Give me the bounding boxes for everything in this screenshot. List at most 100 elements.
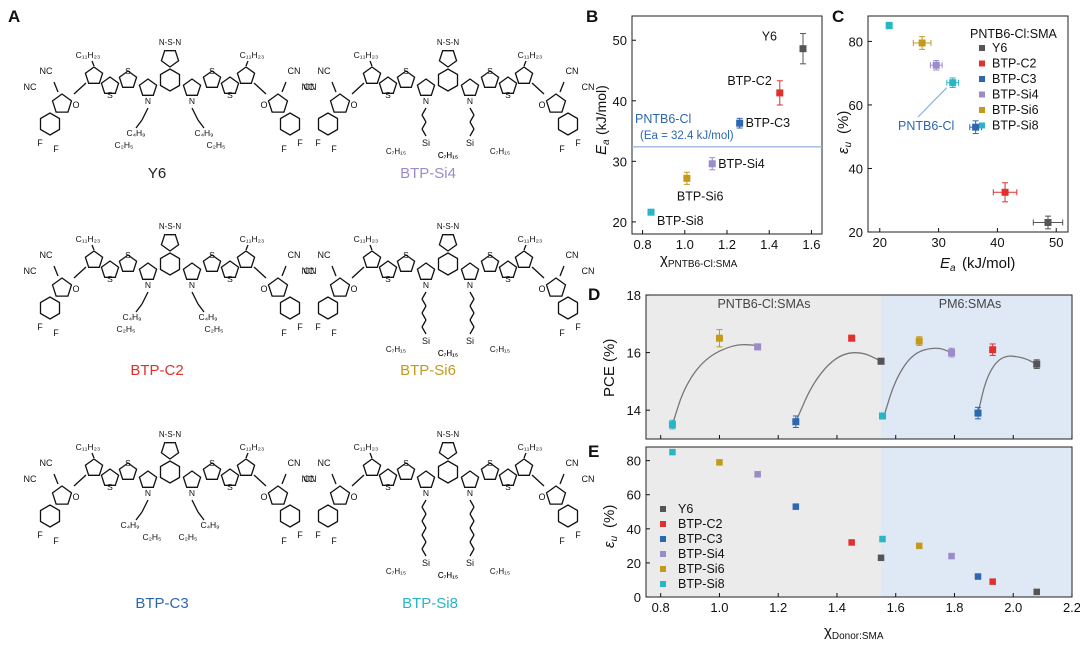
panel-letters: A B C D E [8,7,844,461]
bond-line [531,82,545,95]
bond-line [421,506,427,515]
atom-label: S [505,90,511,100]
y-axis-unit: (kJ/mol) [593,85,609,135]
atom-label: C₇H₁₅ [490,147,510,156]
ring-bond [460,78,480,96]
region-bg-pntb6 [646,447,882,597]
atom-label: Si [466,558,474,568]
atom-label: F [37,322,43,332]
ring-bond [557,112,579,136]
bond-line [91,60,95,67]
y-tick-label: 40 [613,94,627,109]
atom-label: F [575,530,581,540]
y-axis-label: εu [835,141,854,154]
bond-line [253,266,267,279]
data-point [660,581,666,587]
bond-line [523,244,527,251]
y-tick-label: 60 [849,98,863,113]
atom-label: S [227,482,233,492]
ring-bond [460,470,480,488]
ring-bond [159,68,181,92]
atom-label: F [331,144,337,154]
ring-bond [378,260,398,278]
atom-label: NC [40,458,53,468]
x-axis-label: Ea [940,255,956,274]
bond-line [281,265,287,277]
data-point [974,573,982,580]
ring-bond [138,78,158,96]
x-tick-label: 2.2 [1063,600,1080,615]
atom-label: F [297,322,303,332]
atom-label: N [145,280,151,290]
atom-label: CN [566,458,579,468]
ring-bond [182,78,202,96]
bond-line [421,499,427,508]
trend-curve [671,343,759,425]
atom-label: N [423,96,429,106]
atom-label: C₁₁H₂₃ [76,442,101,452]
bond-line [331,265,337,277]
data-point [848,539,855,546]
atom-label: F [297,530,303,540]
legend-title: PNTB6-Cl:SMA [970,27,1057,41]
legend-entry: Y6 [678,502,693,516]
bond-line [469,534,475,543]
atom-label: F [53,328,59,338]
y-axis-label: εu [601,535,620,548]
atom-label: F [315,530,321,540]
atom-label: S [209,458,215,468]
ring-bond [498,468,518,486]
atom-label: C₁₁H₂₃ [240,442,265,452]
bond-line [421,298,427,307]
data-point [660,521,666,527]
ring-bond [84,250,104,268]
x-tick-label: 50 [1049,235,1063,250]
atom-label: N-S-N [159,38,181,47]
molecule-name-y6: Y6 [148,165,166,182]
ring-bond [480,254,500,272]
bond-line [197,119,205,129]
data-point [974,409,982,417]
bond-line [559,265,565,277]
ring-bond [362,250,382,268]
atom-label: F [281,144,287,154]
data-point [848,334,856,342]
x-axis-label: χPNTB6-Cl:SMA [660,251,738,270]
y-tick-label: 16 [627,346,641,361]
atom-label: C₇H₁₅ [490,345,510,354]
atom-label: CN [582,474,595,484]
x-tick-label: 30 [931,235,945,250]
atom-label: Si [422,558,430,568]
data-point [915,542,923,550]
x-tick-label: 1.2 [769,600,787,615]
bond-line [421,312,427,321]
bond-line [469,291,475,300]
atom-label: C₁₁H₂₃ [240,234,265,244]
ring-bond [138,262,158,280]
ring-bond [317,504,339,528]
atom-label: CN [288,458,301,468]
ring-bond [557,504,579,528]
bond-line [191,499,199,513]
atom-label: S [125,458,131,468]
data-point [660,506,666,512]
atom-label: NC [24,474,37,484]
data-point [915,337,923,345]
bond-line [469,548,475,557]
annotation-label: PNTB6-Cl [898,119,954,133]
panel-letter-d: D [588,285,600,304]
ring-bond [100,468,120,486]
atom-label: C₄H₉ [126,128,145,138]
atom-label: O [350,492,357,502]
bond-line [351,474,365,487]
y-axis-label: Ea [593,139,612,155]
bond-line [135,511,143,521]
bond-line [421,548,427,557]
bond-line [135,119,143,129]
bond-line [245,452,249,459]
atom-label: C₂H₅ [116,324,135,334]
bond-line [421,527,427,536]
